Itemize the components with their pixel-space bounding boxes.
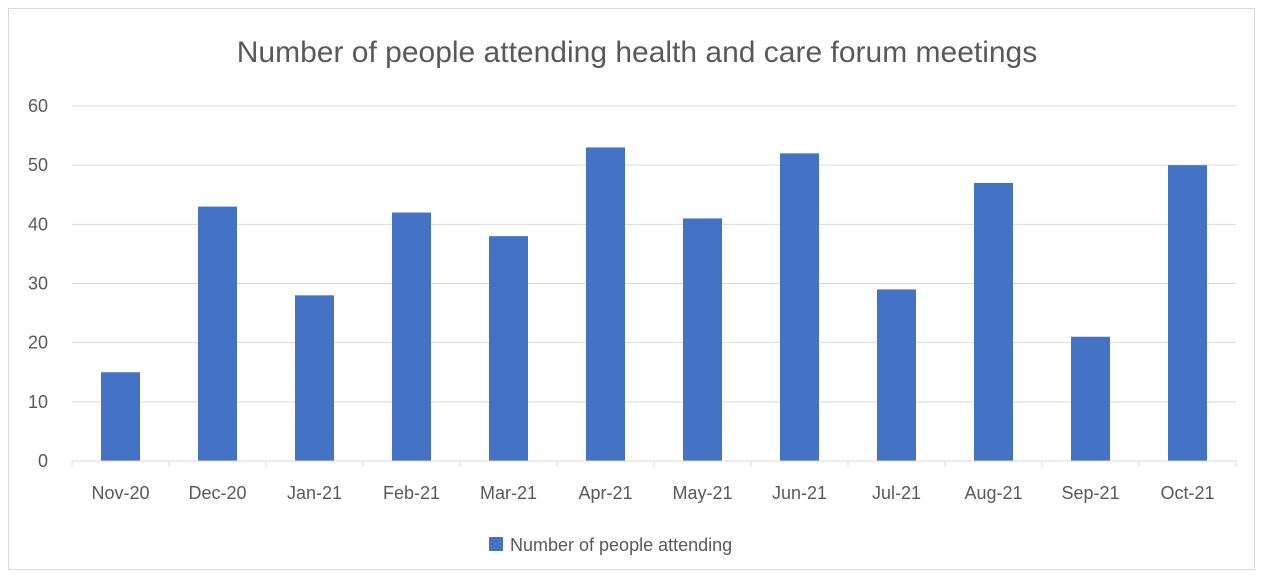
bar-nov-20 bbox=[101, 372, 140, 461]
y-tick-label: 50 bbox=[28, 155, 48, 175]
bar-jul-21 bbox=[877, 289, 916, 461]
x-tick-label: Nov-20 bbox=[91, 483, 149, 503]
x-tick-label: Mar-21 bbox=[480, 483, 537, 503]
y-tick-label: 0 bbox=[38, 451, 48, 471]
bar-apr-21 bbox=[586, 147, 625, 461]
bar-may-21 bbox=[683, 218, 722, 461]
bar-jun-21 bbox=[780, 153, 819, 462]
bar-sep-21 bbox=[1071, 336, 1110, 461]
y-tick-label: 60 bbox=[28, 96, 48, 116]
y-tick-label: 30 bbox=[28, 274, 48, 294]
y-tick-label: 40 bbox=[28, 214, 48, 234]
x-tick-label: May-21 bbox=[672, 483, 732, 503]
x-tick-label: Jul-21 bbox=[872, 483, 921, 503]
bar-oct-21 bbox=[1168, 165, 1207, 461]
bar-aug-21 bbox=[974, 182, 1013, 461]
y-tick-label: 20 bbox=[28, 333, 48, 353]
x-tick-label: Sep-21 bbox=[1061, 483, 1119, 503]
x-tick-label: Jun-21 bbox=[772, 483, 827, 503]
legend-swatch bbox=[489, 537, 503, 551]
x-tick-label: Oct-21 bbox=[1160, 483, 1214, 503]
x-axis-ticks: Nov-20 Dec-20 Jan-21 Feb-21 Mar-21 Apr-21 May-… bbox=[91, 483, 1214, 503]
x-tick-label: Apr-21 bbox=[578, 483, 632, 503]
x-tick-label: Feb-21 bbox=[383, 483, 440, 503]
chart-title: Number of people attending health and ca… bbox=[237, 36, 1038, 69]
x-tick-label: Jan-21 bbox=[287, 483, 342, 503]
bar-jan-21 bbox=[295, 295, 334, 461]
y-axis-ticks: 0 10 20 30 40 50 60 bbox=[28, 96, 48, 471]
bars bbox=[101, 147, 1207, 462]
x-tick-label: Dec-20 bbox=[188, 483, 246, 503]
bar-feb-21 bbox=[392, 212, 431, 461]
x-tick-label: Aug-21 bbox=[964, 483, 1022, 503]
bar-mar-21 bbox=[489, 236, 528, 461]
gridlines bbox=[72, 105, 1236, 403]
y-tick-label: 10 bbox=[28, 392, 48, 412]
legend: Number of people attending bbox=[489, 535, 732, 555]
bar-dec-20 bbox=[198, 206, 237, 461]
legend-label: Number of people attending bbox=[510, 535, 732, 555]
x-axis bbox=[71, 460, 1237, 467]
